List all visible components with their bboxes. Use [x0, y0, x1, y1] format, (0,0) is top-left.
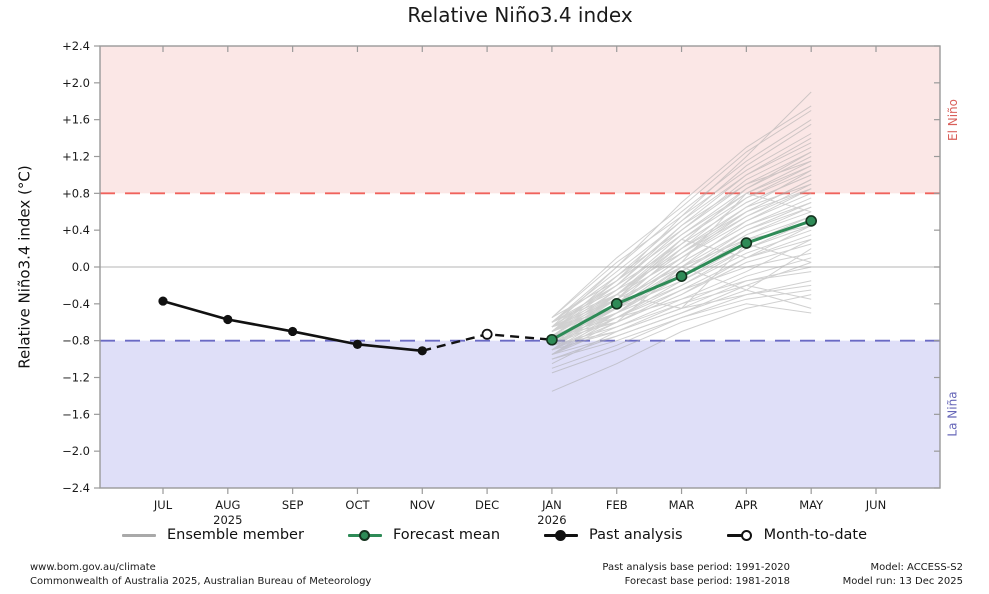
y-tick-label: −0.8: [62, 334, 90, 348]
plot-frame: [99, 45, 941, 489]
ensemble-member-line: [551, 165, 812, 337]
chart-legend: Ensemble member Forecast mean Past analy…: [0, 527, 989, 543]
footer-forecast-base-period: Forecast base period: 1981-2018: [624, 575, 790, 587]
x-year-label: 2025: [213, 513, 242, 527]
legend-label-forecast-mean: Forecast mean: [392, 527, 501, 543]
ensemble-member-line: [551, 289, 812, 355]
x-tick-label: APR: [735, 498, 758, 512]
month-to-date-swatch: [726, 529, 753, 542]
ensemble-member-line: [551, 179, 812, 351]
ensemble-member-line: [551, 160, 812, 319]
y-tick-label: +1.6: [62, 113, 90, 127]
legend-label-month-to-date: Month-to-date: [763, 527, 868, 543]
el-nino-band-label-box: El Niño: [941, 46, 965, 194]
y-tick-label: −2.0: [62, 444, 90, 458]
footer-copyright: Commonwealth of Australia 2025, Australi…: [30, 575, 372, 587]
x-tick-label: DEC: [475, 498, 499, 512]
x-tick-label: OCT: [345, 498, 370, 512]
ensemble-member-line: [551, 151, 812, 328]
ensemble-member-line: [551, 225, 812, 351]
footer-model: Model: ACCESS-S2: [870, 562, 963, 573]
footer-model-info: Model: ACCESS-S2 Model run: 13 Dec 2025: [843, 561, 963, 588]
x-tick-label: MAY: [799, 498, 824, 512]
footer-source: www.bom.gov.au/climate Commonwealth of A…: [30, 561, 371, 588]
x-tick-label: MAR: [669, 498, 695, 512]
ensemble-member-line: [551, 238, 812, 355]
month-to-date-marker: [481, 328, 493, 340]
ensemble-member-line: [551, 142, 812, 323]
y-tick-label: +2.4: [62, 39, 90, 53]
ensemble-member-line: [551, 284, 812, 346]
x-tick-label: SEP: [282, 498, 304, 512]
chart-title: Relative Niño3.4 index: [407, 3, 633, 27]
ensemble-member-line: [551, 243, 812, 346]
x-tick-label: JUN: [865, 498, 886, 512]
y-tick-label: 0.0: [72, 260, 90, 274]
x-tick-label: AUG: [215, 498, 240, 512]
forecast-mean-markers: [546, 215, 817, 346]
ensemble-line-swatch: [121, 529, 156, 542]
ensemble-member-line: [551, 248, 812, 337]
legend-item-ensemble: Ensemble member: [121, 527, 304, 543]
ensemble-member-line: [551, 294, 812, 392]
y-tick-label: −1.2: [62, 371, 90, 385]
legend-label-past-analysis: Past analysis: [589, 527, 683, 543]
y-axis-ticks: +2.4 +2.0 +1.6 +1.2 +0.8 +0.4 0.0 −0.4 −0.8 −1.2 −…: [62, 39, 940, 495]
ensemble-member-line: [551, 91, 812, 332]
x-tick-label: JAN: [541, 498, 562, 512]
la-nina-label: La Niña: [946, 391, 960, 437]
ensemble-member-line: [551, 225, 812, 332]
footer-base-periods: Past analysis base period: 1991-2020 For…: [602, 561, 790, 588]
la-nina-band-label-box: La Niña: [941, 340, 965, 488]
legend-item-month-to-date: Month-to-date: [726, 527, 868, 543]
x-tick-label: NOV: [410, 498, 435, 512]
ensemble-member-line: [551, 110, 812, 318]
el-nino-label: El Niño: [946, 99, 960, 141]
x-tick-label: JUL: [153, 498, 173, 512]
el-nino-band: [100, 46, 940, 194]
legend-label-ensemble: Ensemble member: [166, 527, 304, 543]
y-tick-label: −0.4: [62, 297, 90, 311]
y-tick-label: +2.0: [62, 76, 90, 90]
forecast-mean-swatch: [347, 529, 382, 542]
ensemble-member-line: [551, 105, 812, 323]
la-nina-band: [100, 340, 940, 488]
y-tick-label: +1.2: [62, 150, 90, 164]
footer-past-base-period: Past analysis base period: 1991-2020: [602, 562, 790, 573]
x-tick-label: FEB: [606, 498, 628, 512]
y-tick-label: −2.4: [62, 481, 90, 495]
past-analysis-swatch: [544, 529, 579, 542]
y-tick-label: −1.6: [62, 407, 90, 421]
ensemble-member-line: [551, 119, 812, 328]
legend-item-forecast-mean: Forecast mean: [347, 527, 501, 543]
footer-url: www.bom.gov.au/climate: [30, 562, 156, 573]
y-tick-label: +0.4: [62, 223, 90, 237]
past-analysis-markers: [158, 296, 427, 356]
ensemble-member-line: [551, 188, 812, 328]
footer-model-run: Model run: 13 Dec 2025: [842, 575, 963, 587]
x-year-label: 2026: [537, 513, 566, 527]
ensemble-member-line: [551, 303, 812, 374]
y-tick-label: +0.8: [62, 186, 90, 200]
legend-item-past-analysis: Past analysis: [544, 527, 683, 543]
